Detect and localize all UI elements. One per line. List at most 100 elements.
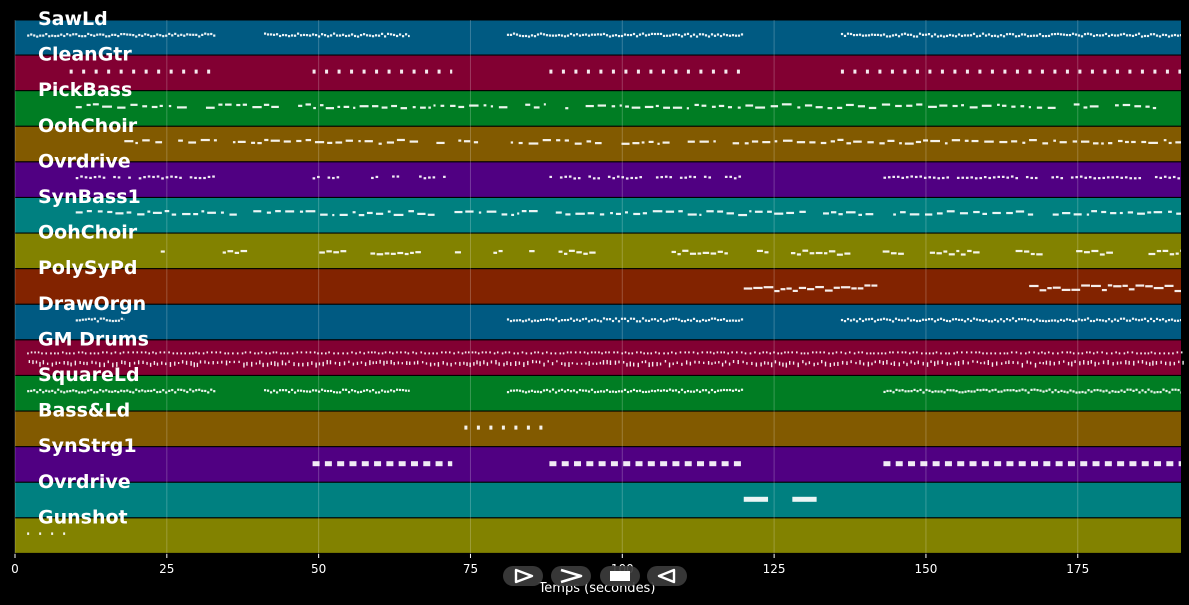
note <box>1009 389 1012 392</box>
note <box>262 362 264 368</box>
note <box>843 34 847 38</box>
note <box>713 390 717 394</box>
note <box>374 34 378 37</box>
note <box>390 252 396 255</box>
note <box>117 319 120 322</box>
note <box>404 252 409 256</box>
note <box>561 362 563 365</box>
note <box>1072 390 1075 393</box>
note <box>903 361 905 364</box>
note <box>1089 33 1093 36</box>
note <box>617 390 621 393</box>
note <box>469 362 471 368</box>
note <box>339 213 348 217</box>
note <box>1015 249 1023 253</box>
note <box>410 461 418 467</box>
note <box>737 360 739 365</box>
note <box>928 105 937 108</box>
note <box>80 175 83 178</box>
note <box>782 139 793 142</box>
note <box>63 532 66 535</box>
note <box>599 213 605 216</box>
note <box>397 361 400 365</box>
note <box>202 352 205 355</box>
note <box>293 34 297 37</box>
note <box>443 175 446 178</box>
note <box>284 362 287 366</box>
note <box>564 139 569 142</box>
note <box>713 140 716 143</box>
note <box>1145 361 1148 365</box>
note <box>940 352 942 355</box>
note <box>159 390 162 393</box>
note <box>952 104 958 108</box>
note <box>677 33 681 37</box>
note <box>631 352 634 355</box>
stop-button[interactable] <box>600 566 640 586</box>
note <box>284 34 288 37</box>
note <box>963 320 967 323</box>
fast-forward-button[interactable] <box>551 566 591 586</box>
note <box>593 391 597 394</box>
note <box>626 319 630 323</box>
note <box>123 32 126 36</box>
note <box>412 106 416 109</box>
note <box>549 175 553 179</box>
note <box>828 250 836 253</box>
note <box>679 351 682 354</box>
note <box>889 351 891 354</box>
note <box>915 69 919 74</box>
note <box>966 318 970 321</box>
note <box>1000 390 1003 393</box>
note <box>1073 213 1082 216</box>
note <box>974 177 978 180</box>
note <box>397 251 404 255</box>
note <box>90 318 93 321</box>
note <box>634 176 638 180</box>
note <box>165 34 168 37</box>
note <box>336 176 340 179</box>
note <box>159 34 162 37</box>
note <box>786 287 792 290</box>
note <box>335 391 339 394</box>
note <box>192 33 195 36</box>
note <box>542 318 546 321</box>
play-button[interactable] <box>503 566 543 586</box>
note <box>386 461 394 467</box>
note <box>1008 32 1012 36</box>
note <box>961 391 964 394</box>
note <box>897 318 901 322</box>
note <box>1062 212 1071 215</box>
note <box>1150 351 1153 354</box>
note <box>655 176 659 179</box>
note <box>965 69 969 74</box>
note <box>1047 287 1052 290</box>
note <box>509 33 513 36</box>
note <box>168 32 171 36</box>
note <box>686 318 690 322</box>
note <box>1111 176 1115 179</box>
note <box>594 142 602 145</box>
note <box>569 390 573 393</box>
note <box>939 317 943 320</box>
note <box>140 351 143 354</box>
note <box>1003 352 1006 355</box>
note <box>308 34 312 37</box>
rewind-button[interactable] <box>647 566 687 586</box>
note <box>1163 139 1167 142</box>
note <box>334 361 337 365</box>
note <box>749 210 752 213</box>
note <box>975 35 979 38</box>
note <box>506 391 510 394</box>
note <box>1159 176 1163 179</box>
note <box>573 177 577 180</box>
note <box>1133 177 1137 180</box>
note <box>189 388 192 391</box>
note <box>746 362 748 365</box>
rewind-icon <box>657 568 676 584</box>
note <box>594 351 597 354</box>
note <box>1169 253 1175 256</box>
note <box>99 33 102 36</box>
note <box>737 319 741 322</box>
note <box>521 34 525 38</box>
